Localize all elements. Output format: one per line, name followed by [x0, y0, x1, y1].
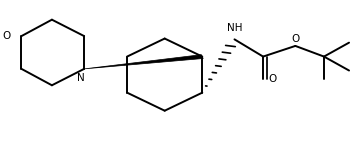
Text: NH: NH: [227, 23, 242, 33]
Text: O: O: [3, 31, 11, 41]
Text: O: O: [291, 34, 300, 43]
Text: O: O: [268, 74, 276, 84]
Text: N: N: [77, 73, 84, 83]
Polygon shape: [84, 55, 203, 69]
